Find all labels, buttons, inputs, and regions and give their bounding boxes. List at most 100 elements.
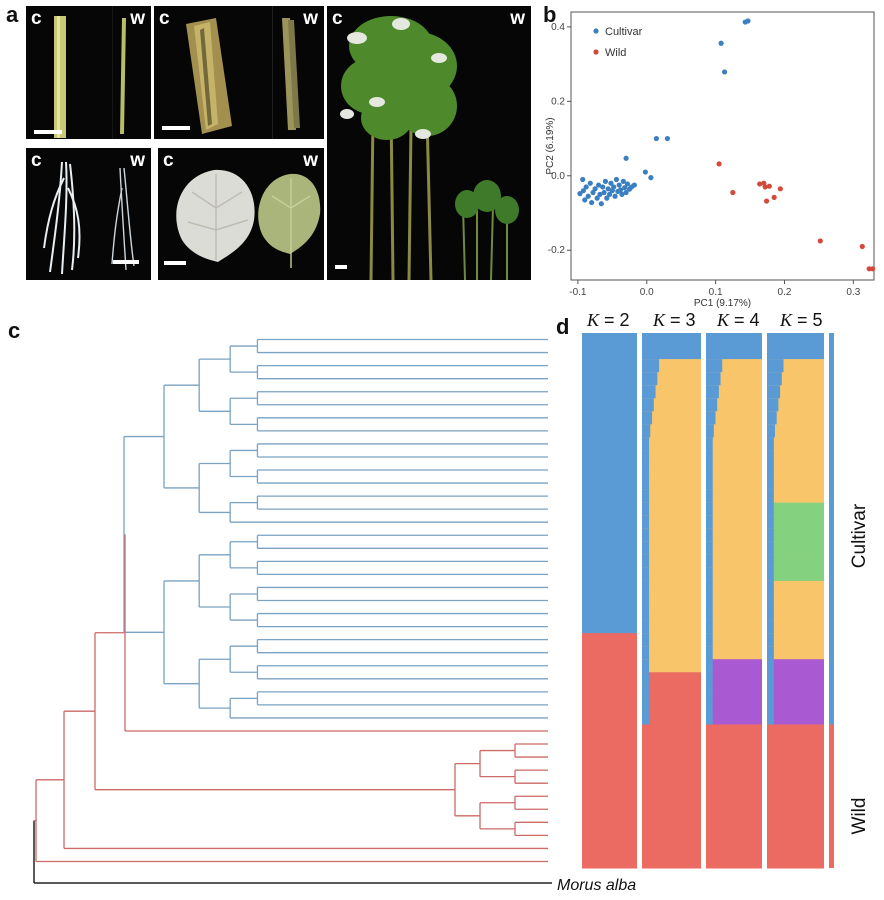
admixture-bar <box>706 672 713 686</box>
admixture-bar <box>767 450 774 464</box>
admixture-bar <box>767 789 824 804</box>
admixture-bar <box>582 385 637 399</box>
data-point-cultivar <box>598 201 604 207</box>
admixture-bar <box>642 385 656 399</box>
admixture-bar <box>767 463 774 478</box>
admixture-bar <box>582 685 637 699</box>
admixture-bar <box>767 633 774 647</box>
admixture-bar <box>767 802 824 817</box>
admixture-bar <box>706 372 721 386</box>
admixture-bar <box>767 502 774 517</box>
admixture-bar <box>767 541 774 556</box>
admixture-bar <box>767 593 824 608</box>
k-label-2: K = 2 <box>587 310 630 330</box>
admixture-bar <box>642 593 650 608</box>
admixture-bar <box>767 346 824 360</box>
admixture-bar <box>642 398 654 412</box>
admixture-bar <box>767 333 824 347</box>
admixture-bar <box>767 698 824 712</box>
admixture-bar <box>706 437 762 451</box>
admixture-bar <box>642 580 701 595</box>
admixture-bar <box>642 515 650 530</box>
admixture-bar <box>582 776 637 791</box>
stem-illustration <box>54 6 126 139</box>
admixture-bar <box>642 541 650 556</box>
admixture-bar <box>642 528 650 543</box>
admixture-bar <box>642 567 701 582</box>
legend-label: Wild <box>605 47 626 59</box>
data-point-cultivar <box>604 195 610 201</box>
admixture-bar <box>706 841 762 856</box>
admixture-bar <box>706 528 713 543</box>
plants-illustration <box>340 16 519 280</box>
y-axis-label: PC2 (6.19%) <box>545 117 556 174</box>
k-label-5: K = 5 <box>780 310 823 330</box>
data-point-cultivar <box>608 180 614 186</box>
admixture-bar <box>582 750 637 765</box>
admixture-bar <box>706 698 762 712</box>
admixture-bar <box>767 620 824 634</box>
admixture-bar <box>642 633 701 647</box>
admixture-bar <box>706 385 762 399</box>
data-point-cultivar <box>648 175 654 181</box>
admixture-bar <box>706 489 713 504</box>
admixture-bar <box>642 424 651 438</box>
admixture-bar <box>642 828 701 843</box>
admixture-bar <box>767 359 784 373</box>
admixture-bar <box>706 450 713 464</box>
admixture-bar <box>642 502 701 517</box>
admixture-bar <box>706 763 762 778</box>
admixture-bar <box>582 593 637 608</box>
scale-bar <box>34 130 62 134</box>
data-point-wild <box>763 198 770 204</box>
data-point-cultivar <box>600 184 606 190</box>
wild-tag: w <box>303 8 318 29</box>
data-point-cultivar <box>580 176 586 183</box>
admixture-bar <box>706 528 762 543</box>
admixture-bar <box>582 580 637 595</box>
admixture-bar <box>706 646 713 660</box>
admixture-bar <box>706 450 762 464</box>
admixture-bar <box>706 476 713 491</box>
data-point-wild <box>859 243 865 250</box>
admixture-bar <box>767 567 774 582</box>
admixture-bar <box>642 737 701 752</box>
admixture-bar <box>767 554 774 569</box>
admixture-bar <box>767 385 781 399</box>
admixture-bar <box>706 463 762 478</box>
admixture-bar <box>642 659 650 673</box>
admixture-bar <box>767 450 824 464</box>
data-point-cultivar <box>718 40 724 46</box>
admixture-bar <box>767 841 824 856</box>
admixture-bar <box>767 776 824 791</box>
data-point-cultivar <box>606 191 613 197</box>
admixture-bar <box>767 763 824 778</box>
data-point-wild <box>762 184 768 190</box>
legend-label: Cultivar <box>605 26 643 38</box>
admixture-bar <box>706 607 762 621</box>
admixture-bar <box>706 659 762 673</box>
admixture-bar <box>642 385 701 399</box>
admixture-bar <box>642 476 650 491</box>
admixture-bar <box>767 698 774 712</box>
admixture-bar <box>767 815 824 830</box>
admixture-bar <box>706 698 713 712</box>
panel-label-b: b <box>543 2 557 27</box>
admixture-bar <box>706 359 723 373</box>
admixture-bar <box>642 620 701 634</box>
admixture-bar <box>642 502 650 517</box>
admixture-bar <box>706 554 713 569</box>
admixture-bar <box>582 841 637 856</box>
admixture-bar <box>582 333 637 347</box>
admixture-bar <box>767 424 775 438</box>
data-point-wild <box>757 181 763 187</box>
admixture-bar <box>706 554 762 569</box>
admixture-bar <box>642 333 701 347</box>
data-point-cultivar <box>592 186 598 192</box>
admixture-bar <box>706 502 713 517</box>
admixture-bar <box>582 411 637 425</box>
admixture-bar <box>767 646 774 660</box>
admixture-bar <box>706 633 713 647</box>
admixture-bar <box>767 502 824 517</box>
admixture-bar <box>642 802 701 817</box>
